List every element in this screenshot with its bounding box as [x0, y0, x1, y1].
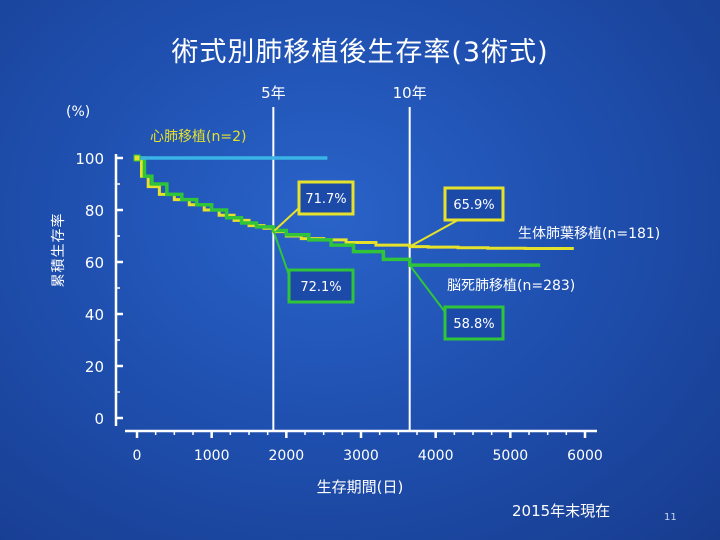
series-start-marker	[133, 154, 141, 162]
heart-lung-series-label: 心肺移植(n=2)	[150, 129, 246, 145]
chart-title: 術式別肺移植後生存率(3術式)	[171, 37, 549, 68]
cadaveric-series-label: 脳死肺移植(n=283)	[447, 278, 575, 294]
cadaveric-series-line	[137, 156, 541, 267]
five-year-label: 5年	[261, 84, 286, 102]
x-tick-label: 0	[133, 448, 142, 464]
x-tick-label: 3000	[343, 448, 379, 464]
as-of-date-note: 2015年末現在	[512, 502, 611, 520]
ten-year-label: 10年	[393, 84, 427, 102]
annotation-10yr-living-value: 65.9%	[453, 198, 494, 213]
y-tick-label: 60	[85, 254, 104, 272]
y-axis-unit-label: (%)	[66, 104, 91, 120]
annotation-10yr-cadaveric-box	[443, 305, 505, 341]
x-tick-label: 6000	[567, 448, 603, 464]
annotation-10yr-cadaveric-value: 58.8%	[453, 317, 494, 332]
x-axis-label: 生存期間(日)	[316, 478, 404, 496]
annotation-5yr-living-value: 71.7%	[305, 192, 346, 207]
living-lobar-series-label: 生体肺葉移植(n=181)	[518, 226, 660, 242]
annotation-5yr-living-box	[297, 180, 355, 216]
annotation-5yr-cadaveric-value: 72.1%	[300, 280, 341, 295]
annotation-10yr-cadaveric-leader	[408, 264, 446, 313]
annotation-5yr-cadaveric-box	[287, 268, 355, 304]
annotation-5yr-cadaveric-leader	[272, 230, 290, 276]
x-tick-label: 4000	[418, 448, 454, 464]
y-tick-label: 40	[85, 306, 104, 324]
annotation-10yr-living-box	[443, 186, 505, 222]
annotation-5yr-living-leader	[272, 207, 300, 233]
x-tick-label: 1000	[194, 448, 230, 464]
y-tick-label: 20	[85, 358, 104, 376]
y-tick-label: 0	[94, 410, 104, 428]
x-tick-label: 5000	[493, 448, 529, 464]
page-number: 11	[664, 512, 677, 523]
y-tick-label: 80	[85, 202, 104, 220]
x-tick-label: 2000	[269, 448, 305, 464]
y-tick-label: 100	[75, 150, 104, 168]
annotation-10yr-living-leader	[409, 219, 459, 248]
